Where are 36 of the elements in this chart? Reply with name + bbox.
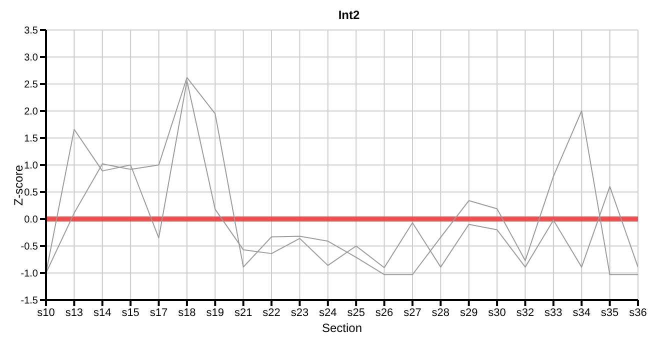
y-tick-label: -1.0 [20, 268, 38, 280]
x-tick-label: s27 [404, 306, 422, 319]
x-tick-label: s23 [290, 306, 309, 319]
x-tick-label: s13 [65, 306, 84, 319]
y-tick-label: 1.0 [24, 160, 38, 172]
x-tick-label: s10 [37, 306, 55, 319]
x-tick-label: s18 [178, 306, 196, 319]
y-tick-label: 3.5 [24, 26, 38, 37]
y-tick-label: 2.5 [24, 80, 38, 91]
x-tick-label: s24 [319, 306, 337, 319]
x-tick-label: s36 [629, 306, 647, 319]
x-tick-label: s32 [516, 306, 534, 319]
x-tick-label: s19 [206, 306, 224, 319]
y-tick-label: 1.5 [24, 134, 38, 145]
x-tick-label: s35 [600, 306, 619, 319]
y-tick-label: 2.0 [24, 106, 38, 118]
x-tick-label: s25 [347, 306, 365, 319]
x-tick-label: s17 [150, 306, 168, 319]
x-tick-label: s34 [572, 306, 590, 319]
x-tick-label: s30 [488, 306, 506, 319]
x-tick-label: s28 [432, 306, 450, 319]
y-tick-label: 0.5 [24, 188, 38, 199]
x-tick-label: s26 [375, 306, 394, 319]
chart-title: Int2 [337, 8, 361, 22]
x-tick-label: s15 [122, 306, 140, 319]
y-axis-title: Z-score [11, 164, 26, 206]
x-tick-label: s22 [262, 306, 280, 319]
y-tick-label: 0.0 [24, 214, 38, 226]
x-tick-label: s21 [234, 306, 252, 319]
y-tick-label: 3.0 [24, 52, 38, 64]
y-tick-label: -1.5 [20, 296, 38, 307]
x-tick-label: s29 [460, 306, 478, 319]
x-axis-title: Section [322, 321, 362, 335]
x-tick-label: s33 [544, 306, 562, 319]
y-tick-label: -0.5 [20, 242, 38, 253]
x-tick-label: s14 [94, 306, 112, 319]
